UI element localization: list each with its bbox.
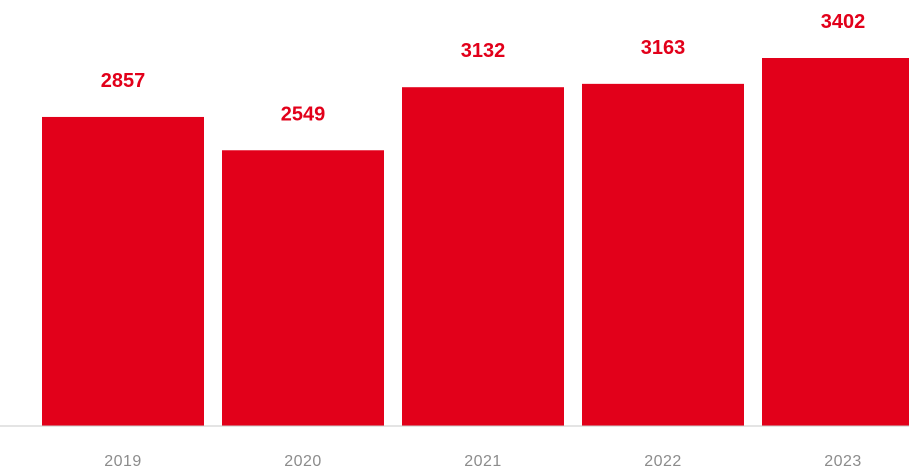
x-tick-labels-group: 2019 2020 2021 2022 2023 <box>104 453 862 470</box>
bar-2021 <box>402 87 564 426</box>
value-label-2023: 3402 <box>821 11 866 33</box>
x-tick-label-2019: 2019 <box>104 453 142 470</box>
value-labels-group: 2857 2549 3132 3163 3402 <box>101 11 866 125</box>
x-tick-label-2021: 2021 <box>464 453 502 470</box>
value-label-2019: 2857 <box>101 70 146 92</box>
bar-2020 <box>222 150 384 426</box>
bar-2019 <box>42 116 204 427</box>
bars-group <box>42 58 909 427</box>
value-label-2022: 3163 <box>641 37 686 59</box>
value-label-2021: 3132 <box>461 40 506 62</box>
x-tick-label-2020: 2020 <box>284 453 322 470</box>
bar-2022 <box>582 83 744 426</box>
x-tick-label-2023: 2023 <box>824 453 862 470</box>
x-tick-label-2022: 2022 <box>644 453 682 470</box>
bar-2023 <box>762 58 909 426</box>
value-label-2020: 2549 <box>281 103 326 125</box>
